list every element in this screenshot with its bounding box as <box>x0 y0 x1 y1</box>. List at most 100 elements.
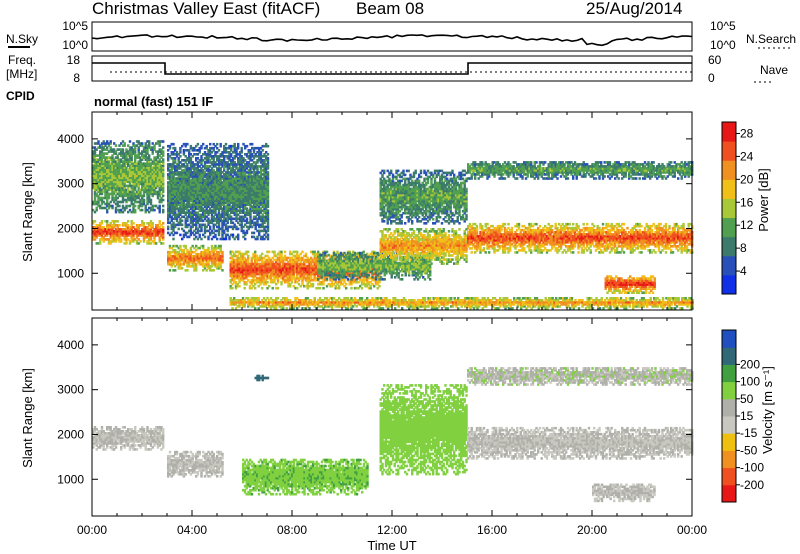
echo-cell <box>252 155 256 158</box>
echo-cell <box>231 207 235 210</box>
echo-cell <box>195 207 198 210</box>
echo-cell <box>237 209 240 212</box>
echo-cell <box>99 190 102 194</box>
echo-cell <box>224 213 228 217</box>
echo-cell <box>216 171 219 174</box>
echo-cell <box>238 151 242 154</box>
echo-cell <box>191 225 194 229</box>
echo-cell <box>238 189 242 192</box>
echo-cell <box>181 175 184 178</box>
echo-cell <box>203 146 207 150</box>
echo-cell <box>254 161 257 164</box>
echo-cell <box>158 160 161 163</box>
echo-cell <box>244 211 247 214</box>
echo-cell <box>114 180 118 184</box>
echo-cell <box>217 185 221 188</box>
echo-cell <box>251 165 254 168</box>
echo-cell <box>207 267 210 270</box>
echo-cell <box>256 203 259 206</box>
echo-cell <box>144 156 147 159</box>
echo-cell <box>130 166 133 169</box>
echo-cell <box>209 191 212 194</box>
echo-cell <box>148 186 151 190</box>
echo-cell <box>113 232 116 235</box>
echo-cell <box>134 238 137 241</box>
echo-cell <box>207 199 210 202</box>
echo-cell <box>177 246 180 250</box>
echo-cell <box>167 195 170 198</box>
echo-cell <box>186 142 189 146</box>
echo-cell <box>100 160 104 163</box>
echo-cell <box>233 187 236 190</box>
echo-cell <box>148 234 151 237</box>
echo-cell <box>223 199 226 202</box>
echo-cell <box>104 162 107 165</box>
echo-cell <box>118 190 121 194</box>
echo-cell <box>92 236 95 239</box>
echo-cell <box>200 144 203 148</box>
echo-cell <box>258 209 261 212</box>
echo-cell <box>151 226 154 229</box>
echo-cell <box>177 221 180 225</box>
echo-cell <box>121 188 125 192</box>
echo-cell <box>184 159 187 162</box>
echo-cell <box>156 228 160 231</box>
echo-cell <box>184 205 187 208</box>
echo-cell <box>118 188 121 192</box>
echo-cell <box>200 159 203 162</box>
echo-cell <box>216 185 219 188</box>
echo-cell <box>92 166 95 169</box>
echo-cell <box>127 234 130 237</box>
echo-cell <box>223 189 226 192</box>
echo-cell <box>156 184 160 188</box>
echo-cell <box>233 171 236 174</box>
echo-cell <box>251 187 254 190</box>
echo-cell <box>139 142 142 145</box>
echo-cell <box>212 169 215 172</box>
echo-cell <box>174 159 177 162</box>
echo-cell <box>223 144 226 148</box>
echo-cell <box>235 163 238 166</box>
echo-cell <box>242 181 245 184</box>
echo-cell <box>216 155 219 158</box>
echo-cell <box>231 181 235 184</box>
echo-cell <box>142 174 146 178</box>
echo-cell <box>109 222 112 225</box>
echo-cell <box>210 171 214 174</box>
echo-cell <box>106 226 109 229</box>
echo-cell <box>318 286 322 290</box>
echo-cell <box>167 217 170 221</box>
echo-cell <box>254 227 257 231</box>
echo-cell <box>209 187 212 190</box>
echo-cell <box>116 176 119 180</box>
echo-cell <box>142 154 146 157</box>
echo-cell <box>114 194 118 198</box>
echo-cell <box>137 168 140 171</box>
echo-cell <box>226 185 229 188</box>
echo-cell <box>207 149 210 152</box>
echo-cell <box>107 196 111 200</box>
echo-cell <box>184 207 187 210</box>
echo-cell <box>153 232 156 235</box>
echo-cell <box>193 233 196 237</box>
echo-cell <box>189 195 193 198</box>
echo-cell <box>114 210 118 214</box>
echo-cell <box>102 160 105 163</box>
echo-cell <box>114 174 118 178</box>
echo-cell <box>193 258 196 262</box>
echo-cell <box>156 168 160 171</box>
echo-cell <box>113 170 116 174</box>
echo-cell <box>107 172 111 176</box>
echo-cell <box>203 157 207 160</box>
echo-cell <box>130 194 133 198</box>
echo-cell <box>207 263 210 266</box>
echo-cell <box>259 179 263 182</box>
echo-cell <box>153 186 156 190</box>
echo-cell <box>207 229 210 233</box>
echo-cell <box>114 206 118 210</box>
echo-cell <box>259 199 263 202</box>
echo-cell <box>202 263 205 266</box>
echo-cell <box>189 207 193 210</box>
echo-cell <box>209 227 212 231</box>
echo-cell <box>203 171 207 174</box>
